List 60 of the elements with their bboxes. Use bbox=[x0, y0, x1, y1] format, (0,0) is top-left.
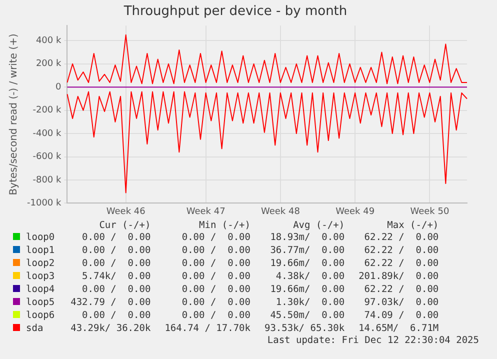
text: Min (-/+) bbox=[198, 220, 252, 231]
text: 93.53k/ 65.30k bbox=[263, 322, 346, 335]
y-tick-label: 400 k bbox=[36, 36, 62, 46]
legend-label: loop5 bbox=[25, 296, 56, 309]
legend-label: loop0 bbox=[25, 231, 56, 244]
text: 18.93m/ 0.00 bbox=[269, 231, 346, 244]
text: 0.00 / 0.00 bbox=[81, 309, 152, 322]
text: 0.00 / 0.00 bbox=[180, 231, 252, 244]
y-tick-label: -400 k bbox=[32, 128, 62, 139]
text: 43.29k/ 36.20k bbox=[70, 322, 152, 335]
y-tick-label: -1000 k bbox=[26, 198, 62, 209]
text: 19.66m/ 0.00 bbox=[269, 283, 346, 296]
text: 1.30k/ 0.00 bbox=[274, 296, 346, 309]
text: 164.74 / 17.70k bbox=[164, 322, 252, 335]
y-axis-title: Bytes/second read (-) / write (+) bbox=[8, 34, 20, 196]
text: 0.00 / 0.00 bbox=[180, 270, 252, 283]
text: 97.03k/ 0.00 bbox=[363, 296, 440, 309]
text: 0.00 / 0.00 bbox=[81, 244, 152, 257]
y-tick-label: -200 k bbox=[32, 106, 62, 116]
text: 0.00 / 0.00 bbox=[81, 283, 152, 296]
legend-label: loop1 bbox=[25, 244, 56, 257]
text: 74.09 / 0.00 bbox=[363, 309, 440, 322]
text: 0.00 / 0.00 bbox=[180, 244, 252, 257]
text: 62.22 / 0.00 bbox=[363, 257, 440, 270]
y-tick-label: 0 bbox=[55, 82, 62, 92]
x-tick-label: Week 47 bbox=[186, 206, 226, 217]
legend-label: loop3 bbox=[25, 270, 56, 283]
text: 0.00 / 0.00 bbox=[180, 296, 252, 309]
x-tick-label: Week 50 bbox=[410, 206, 450, 217]
text: 0.00 / 0.00 bbox=[81, 257, 152, 270]
text: 0.00 / 0.00 bbox=[180, 257, 252, 270]
legend-label: sda bbox=[25, 322, 44, 335]
text: Cur (-/+) bbox=[98, 220, 152, 231]
x-tick-label: Week 49 bbox=[336, 206, 375, 217]
text: 0.00 / 0.00 bbox=[81, 231, 152, 244]
text: Avg (-/+) bbox=[292, 220, 346, 231]
text: 4.38k/ 0.00 bbox=[274, 270, 346, 283]
text: 19.66m/ 0.00 bbox=[269, 257, 346, 270]
y-tick-label: -800 k bbox=[32, 175, 62, 186]
text: 14.65M/ 6.71M bbox=[358, 322, 440, 335]
text: 62.22 / 0.00 bbox=[363, 231, 440, 244]
text: 36.77m/ 0.00 bbox=[269, 244, 346, 257]
y-tick-label: 200 k bbox=[36, 59, 62, 70]
legend-label: loop2 bbox=[25, 257, 56, 270]
chart-title: Throughput per device - by month bbox=[122, 4, 348, 20]
text: 5.74k/ 0.00 bbox=[81, 270, 152, 283]
text: Last update: Fri Dec 12 22:30:04 2025 bbox=[266, 335, 480, 346]
text: 62.22 / 0.00 bbox=[363, 244, 440, 257]
text: 201.89k/ 0.00 bbox=[358, 270, 440, 283]
text: 0.00 / 0.00 bbox=[180, 283, 252, 296]
text: 62.22 / 0.00 bbox=[363, 283, 440, 296]
text: 432.79 / 0.00 bbox=[70, 296, 152, 309]
text: Max (-/+) bbox=[386, 220, 440, 231]
text: 0.00 / 0.00 bbox=[180, 309, 252, 322]
x-tick-label: Week 46 bbox=[106, 206, 146, 217]
x-tick-label: Week 48 bbox=[260, 206, 300, 217]
text: 45.50m/ 0.00 bbox=[269, 309, 346, 322]
legend-label: loop6 bbox=[25, 309, 56, 322]
legend-label: loop4 bbox=[25, 283, 56, 296]
y-tick-label: -600 k bbox=[32, 152, 62, 162]
